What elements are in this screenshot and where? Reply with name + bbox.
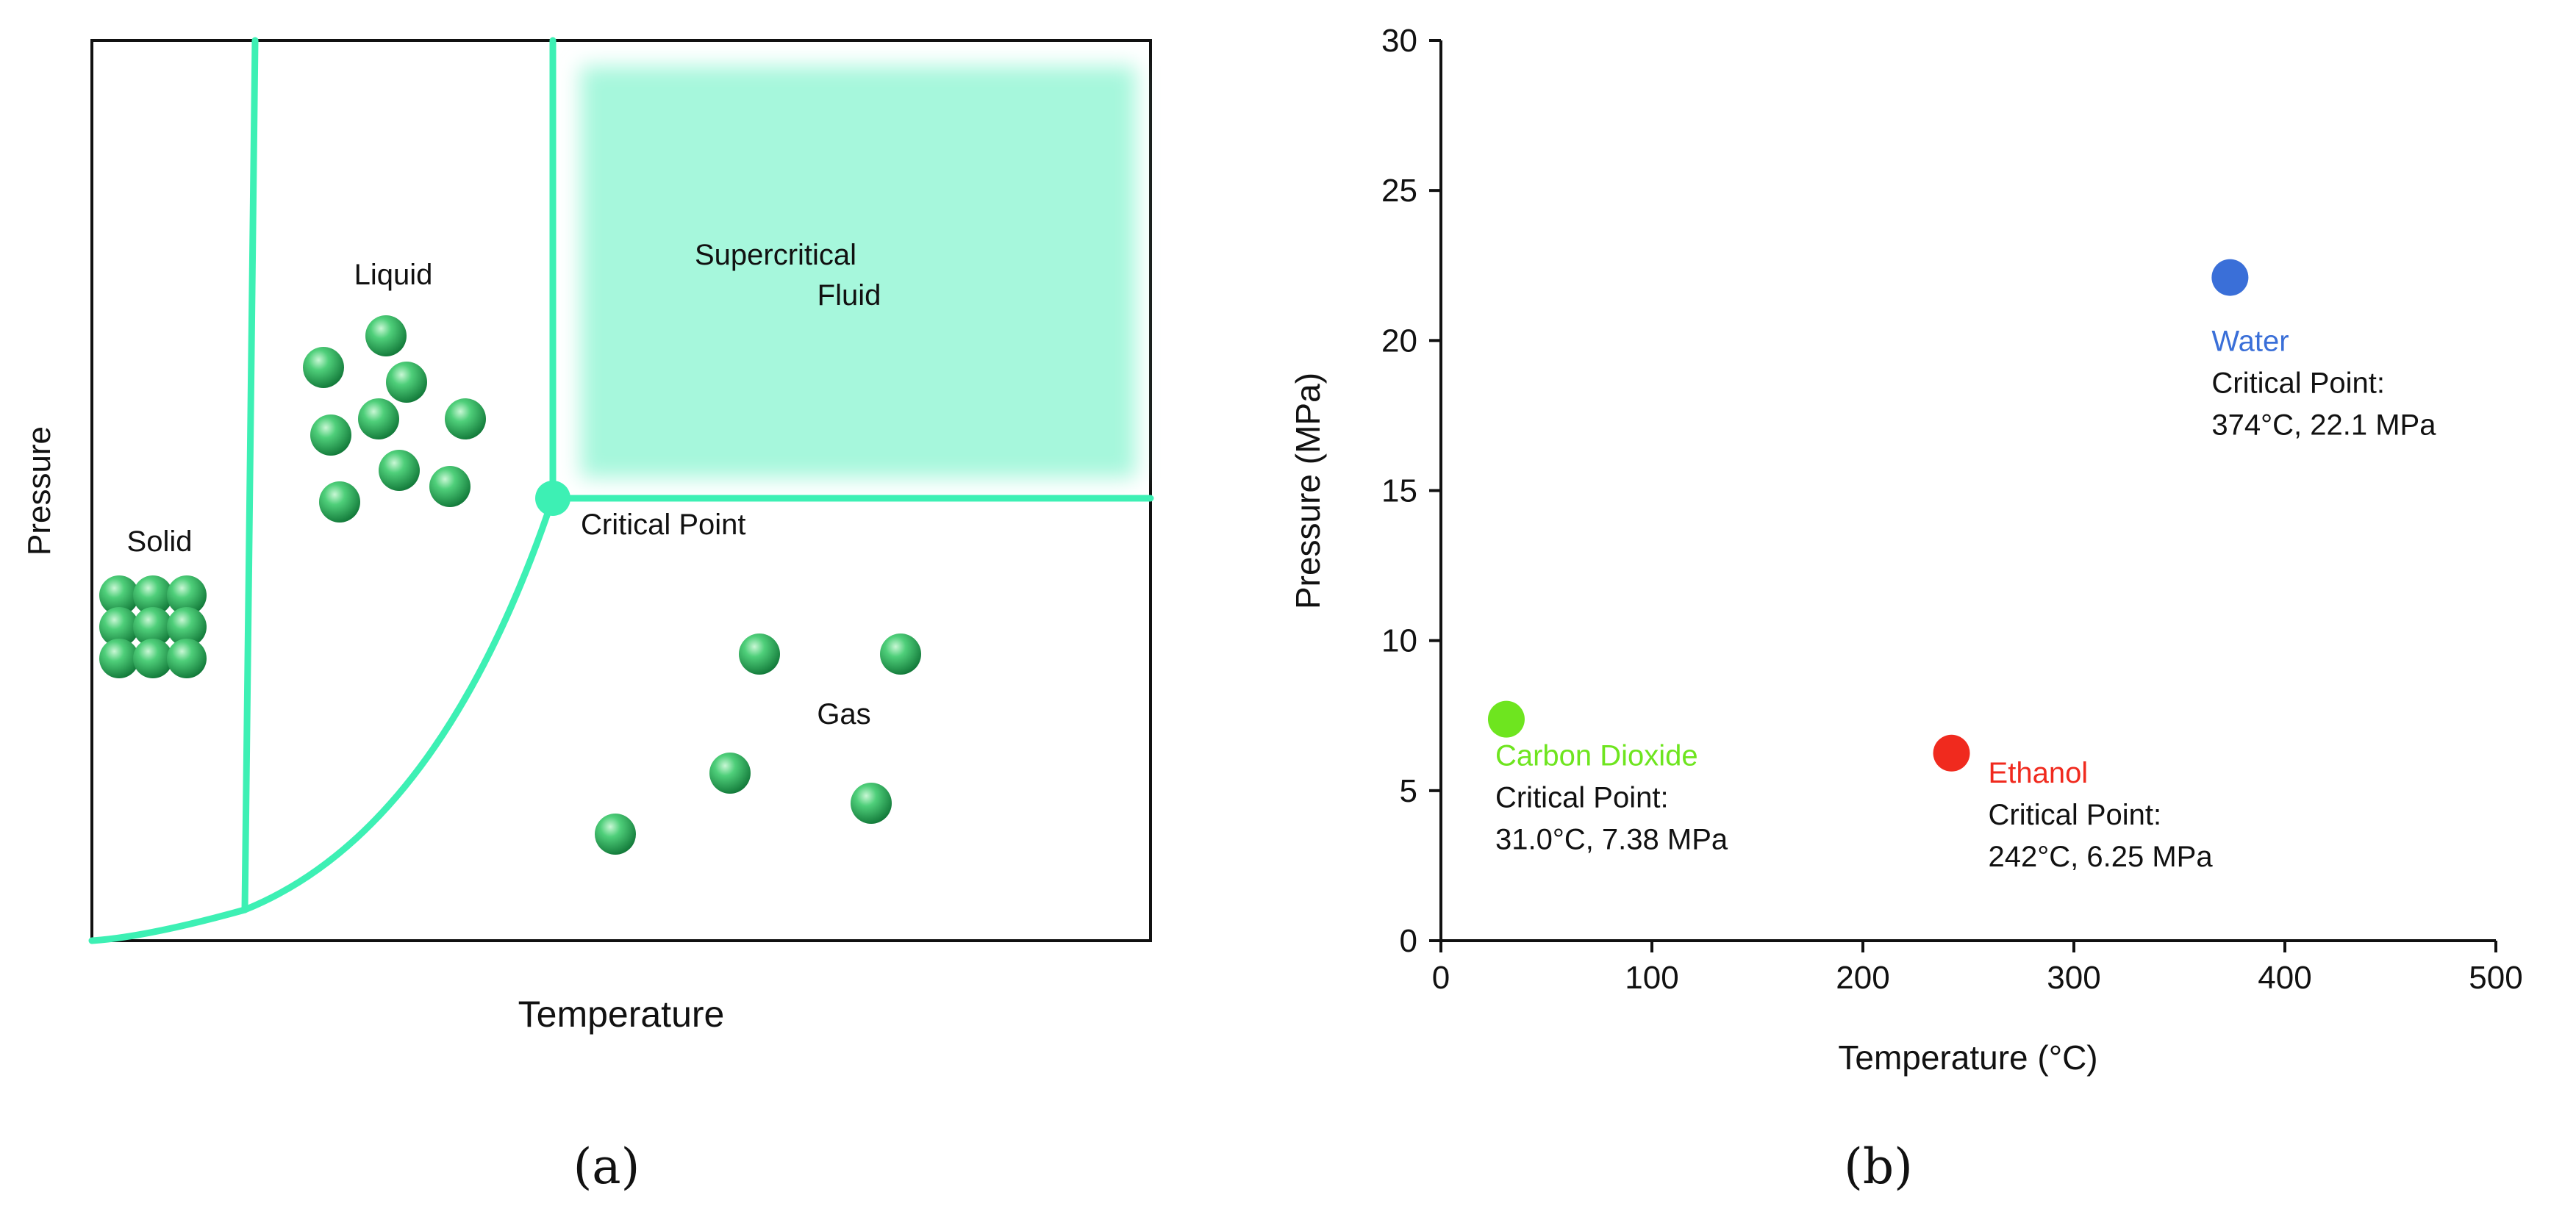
- x-ticks: 0 100 200 300 400 500: [1432, 941, 2523, 996]
- point-label-line2: 374°C, 22.1 MPa: [2211, 409, 2436, 442]
- panel-b-y-label: Pressure (MPa): [1289, 373, 1327, 609]
- y-tick-label: 20: [1381, 323, 1417, 359]
- point-annotations: Carbon Dioxide Critical Point: 31.0°C, 7.3…: [1495, 326, 2436, 873]
- panel-a-phase-diagram: Supercritical Fluid Liquid Solid Gas Cri…: [21, 37, 1154, 1195]
- supercritical-region: [581, 66, 1136, 478]
- point-water: [2211, 259, 2249, 296]
- x-tick-label: 400: [2258, 960, 2311, 996]
- point-label-line1: Critical Point:: [1495, 782, 1669, 814]
- gas-molecules: [595, 633, 921, 855]
- point-ethanol: [1933, 734, 1970, 772]
- y-tick-label: 25: [1381, 173, 1417, 209]
- solid-molecules: [99, 575, 207, 678]
- x-tick-label: 0: [1432, 960, 1450, 996]
- data-points: [1487, 259, 2249, 772]
- solid-label: Solid: [127, 525, 193, 558]
- point-name-carbon-dioxide: Carbon Dioxide: [1495, 740, 1698, 772]
- panel-b-critical-points-chart: 0 5 10 15 20 25 30 0 100 200 300 400 500 Carbon Dio…: [1289, 23, 2523, 1195]
- sublimation-line: [88, 906, 248, 944]
- x-tick-label: 100: [1625, 960, 1678, 996]
- point-name-water: Water: [2211, 326, 2289, 358]
- panel-a-x-label: Temperature: [518, 994, 725, 1035]
- x-tick-label: 500: [2469, 960, 2522, 996]
- point-label-line1: Critical Point:: [1989, 799, 2162, 831]
- y-tick-label: 5: [1400, 773, 1417, 809]
- y-tick-label: 0: [1400, 923, 1417, 959]
- x-tick-label: 300: [2047, 960, 2100, 996]
- liquid-label: Liquid: [354, 259, 433, 291]
- point-carbon-dioxide: [1487, 700, 1525, 738]
- solid-liquid-line: [241, 37, 259, 913]
- panel-b-caption: (b): [1844, 1138, 1913, 1195]
- liquid-molecules: [303, 315, 486, 523]
- vaporization-curve: [241, 495, 557, 913]
- supercritical-label-2: Fluid: [817, 279, 881, 312]
- point-name-ethanol: Ethanol: [1989, 757, 2089, 789]
- panel-b-x-label: Temperature (°C): [1838, 1038, 2097, 1077]
- y-ticks: 0 5 10 15 20 25 30: [1381, 23, 1441, 959]
- y-tick-label: 15: [1381, 473, 1417, 509]
- critical-point-label: Critical Point: [581, 509, 746, 541]
- supercritical-label-1: Supercritical: [695, 239, 856, 271]
- x-tick-label: 200: [1836, 960, 1889, 996]
- y-tick-label: 30: [1381, 23, 1417, 59]
- phase-boundaries: [88, 37, 1154, 944]
- point-label-line2: 242°C, 6.25 MPa: [1989, 841, 2214, 873]
- gas-label: Gas: [817, 698, 870, 730]
- y-tick-label: 10: [1381, 623, 1417, 659]
- critical-point-marker: [535, 481, 570, 516]
- point-label-line2: 31.0°C, 7.38 MPa: [1495, 824, 1728, 856]
- point-label-line1: Critical Point:: [2211, 367, 2385, 400]
- panel-a-y-label: Pressure: [21, 426, 57, 556]
- panel-a-caption: (a): [573, 1138, 640, 1195]
